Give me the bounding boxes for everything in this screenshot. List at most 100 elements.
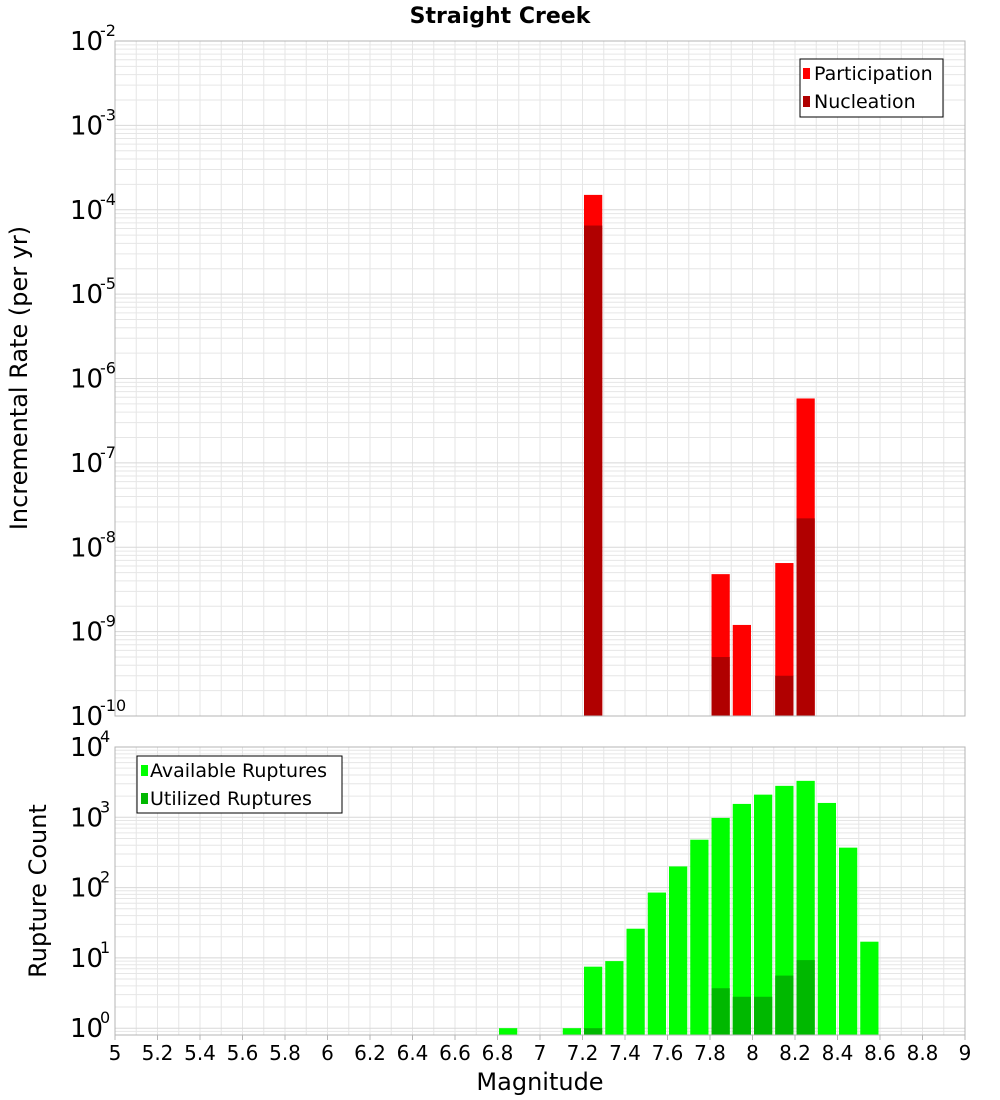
rate-panel-grid [114,41,966,717]
y-tick-exponent: -8 [100,527,116,546]
legend-available-swatch [141,765,148,776]
y-tick-label: 10 [70,733,103,763]
x-tick-label: 5.2 [142,1041,174,1065]
y-tick-label: 10 [70,874,103,904]
x-tick-label: 7.6 [652,1041,684,1065]
x-tick-label: 7 [534,1041,547,1065]
y-tick-label: 10 [70,944,103,974]
count-bar-available-ruptures [562,1028,581,1035]
rate-panel-bars [584,194,815,716]
count-legend-box [136,755,343,814]
rate-panel-frame [114,40,966,717]
x-tick-label: 5 [109,1041,122,1065]
count-bar-available-ruptures [605,961,624,1035]
count-bar-available-ruptures [732,803,751,1035]
y-tick-exponent: 1 [100,938,110,957]
y-tick-exponent: 4 [100,727,110,746]
x-tick-label: 8 [746,1041,759,1065]
count-bar-available-ruptures [817,802,836,1035]
x-axis-title: Magnitude [476,1068,603,1096]
x-tick-label: 8.2 [779,1041,811,1065]
rate-legend-box [799,58,944,118]
count-bar-utilized-ruptures [796,960,815,1035]
x-tick-label: 6.2 [354,1041,386,1065]
y-tick-label: 10 [70,533,103,563]
y-tick-exponent: 0 [100,1008,110,1027]
y-tick-label: 10 [70,111,103,141]
rate-bar-nucleation [775,675,794,716]
x-tick-label: 6 [321,1041,334,1065]
legend-utilized-swatch [141,793,148,804]
count-bar-available-ruptures [626,928,645,1035]
y-tick-exponent: -2 [100,21,116,40]
legend-available-label: Available Ruptures [150,760,327,782]
y-tick-label: 10 [70,365,103,395]
y-tick-label: 10 [70,449,103,479]
x-tick-label: 7.4 [609,1041,641,1065]
rate-legend: Participation Nucleation [799,58,944,118]
count-bar-available-ruptures [499,1028,518,1035]
count-bar-available-ruptures [647,892,666,1035]
count-bar-available-ruptures [775,785,794,1035]
x-tick-label: 5.4 [184,1041,216,1065]
rate-bar-participation [732,624,751,716]
x-tick-label: 9 [959,1041,972,1065]
count-bar-utilized-ruptures [732,996,751,1035]
y-tick-exponent: 2 [100,868,110,887]
count-bar-utilized-ruptures [711,988,730,1035]
y-tick-label: 10 [70,27,103,57]
y-tick-exponent: -6 [100,359,116,378]
count-bar-utilized-ruptures [754,996,773,1035]
x-tick-label: 7.2 [567,1041,599,1065]
x-tick-label: 8.6 [864,1041,896,1065]
x-tick-label: 8.8 [907,1041,939,1065]
x-tick-label: 7.8 [694,1041,726,1065]
rate-bar-nucleation [584,225,603,716]
x-tick-label: 8.4 [822,1041,854,1065]
count-y-axis-title: Rupture Count [24,804,52,978]
x-tick-label: 6.4 [397,1041,429,1065]
count-bar-utilized-ruptures [775,975,794,1035]
y-tick-exponent: -4 [100,190,116,209]
y-tick-exponent: 3 [100,797,110,816]
count-legend: Available Ruptures Utilized Ruptures [136,755,343,814]
rate-y-axis-title: Incremental Rate (per yr) [5,226,33,530]
legend-utilized-label: Utilized Ruptures [150,788,312,810]
y-tick-label: 10 [70,1014,103,1044]
count-bar-available-ruptures [690,839,709,1035]
rate-bar-nucleation [796,518,815,716]
count-bar-available-ruptures [754,794,773,1035]
y-tick-label: 10 [70,702,103,732]
legend-participation-label: Participation [814,63,933,85]
x-tick-label: 6.6 [439,1041,471,1065]
y-tick-exponent: -7 [100,443,116,462]
x-tick-label: 5.6 [227,1041,259,1065]
chart-title: Straight Creek [410,4,592,29]
count-bar-available-ruptures [669,866,688,1035]
y-tick-exponent: -3 [100,105,116,124]
y-tick-exponent: -9 [100,612,116,631]
rate-bar-nucleation [711,657,730,716]
legend-nucleation-swatch [803,96,810,107]
count-bar-available-ruptures [711,817,730,1035]
count-bar-available-ruptures [839,847,858,1035]
y-tick-label: 10 [70,196,103,226]
x-tick-label: 6.8 [482,1041,514,1065]
y-tick-label: 10 [70,803,103,833]
y-tick-exponent: -5 [100,274,116,293]
y-tick-label: 10 [70,618,103,648]
legend-participation-swatch [803,68,810,79]
count-panel-x-ticks: 5 5.2 5.4 5.6 5.8 6 6.2 6.4 6.6 6.8 7 7.2 7.4 7.6 7.8 8… [109,1035,972,1065]
x-tick-label: 5.8 [269,1041,301,1065]
y-tick-label: 10 [70,280,103,310]
count-bar-available-ruptures [860,941,879,1035]
count-panel-bars [499,780,879,1035]
count-bar-available-ruptures [584,966,603,1035]
y-tick-exponent: -10 [100,696,126,715]
legend-nucleation-label: Nucleation [814,91,916,113]
